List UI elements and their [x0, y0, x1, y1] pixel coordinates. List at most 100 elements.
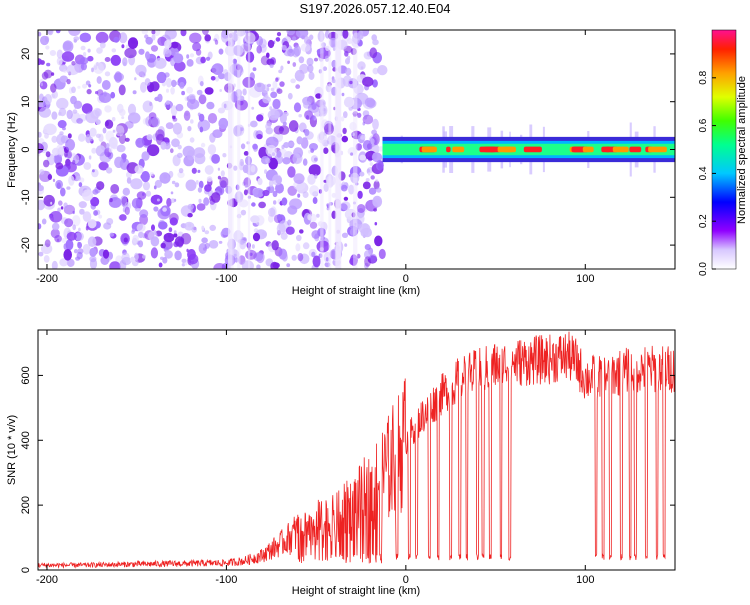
- noise-blob: [288, 120, 299, 132]
- noise-blob: [80, 45, 86, 51]
- snr-series-line: [38, 331, 675, 569]
- noise-blob: [156, 71, 167, 84]
- noise-blob: [278, 69, 283, 74]
- noise-blob: [343, 96, 355, 108]
- noise-blob: [341, 135, 348, 143]
- noise-blob: [270, 91, 278, 99]
- noise-blob: [93, 210, 98, 216]
- noise-blob: [38, 131, 42, 138]
- y-tick-label: 20: [20, 48, 32, 60]
- noise-blob: [142, 100, 154, 113]
- noise-blob: [189, 137, 195, 143]
- noise-blob: [55, 162, 64, 170]
- noise-blob: [110, 91, 116, 99]
- noise-blob: [268, 157, 279, 170]
- noise-blob: [273, 200, 277, 205]
- noise-blob: [307, 103, 320, 113]
- noise-blob: [73, 249, 79, 254]
- noise-streak: [335, 30, 342, 269]
- noise-blob: [168, 227, 173, 233]
- noise-blob: [170, 191, 174, 195]
- noise-blob: [38, 251, 44, 257]
- noise-blob: [368, 187, 377, 195]
- noise-blob: [62, 126, 66, 131]
- noise-blob: [357, 32, 364, 40]
- noise-blob: [345, 57, 350, 65]
- x-tick-label: 100: [576, 273, 594, 285]
- noise-blob: [189, 32, 202, 44]
- noise-blob: [149, 172, 154, 177]
- noise-blob: [159, 172, 171, 184]
- noise-blob: [66, 78, 71, 85]
- noise-blob: [132, 234, 139, 244]
- noise-blob: [197, 169, 201, 173]
- noise-blob: [45, 45, 50, 50]
- noise-blob: [51, 260, 58, 269]
- noise-blob: [373, 180, 380, 190]
- noise-blob: [342, 127, 347, 135]
- noise-blob: [141, 30, 148, 35]
- colorbar-gradient: [711, 29, 737, 270]
- noise-blob: [114, 71, 122, 83]
- noise-blob: [340, 116, 345, 122]
- noise-blob: [191, 167, 197, 174]
- noise-blob: [244, 184, 248, 189]
- noise-blob: [101, 80, 111, 90]
- noise-blob: [127, 103, 137, 116]
- noise-blob: [83, 162, 92, 170]
- noise-blob: [293, 102, 302, 113]
- noise-blob: [171, 138, 180, 148]
- noise-blob: [375, 159, 384, 171]
- noise-blob: [370, 138, 375, 145]
- noise-blob: [345, 67, 352, 76]
- noise-blob: [147, 58, 157, 68]
- noise-blob: [341, 232, 349, 238]
- colorbar-tick-label: 0.8: [698, 70, 709, 84]
- noise-blob: [368, 172, 371, 176]
- noise-blob: [200, 56, 206, 64]
- noise-blob: [105, 130, 115, 142]
- noise-blob: [286, 30, 296, 36]
- signal-core: [605, 146, 611, 153]
- noise-blob: [127, 37, 139, 49]
- noise-blob: [298, 56, 305, 64]
- noise-blob: [302, 158, 308, 166]
- noise-blob: [325, 45, 330, 51]
- noise-blob: [356, 253, 361, 259]
- noise-blob: [251, 244, 255, 249]
- noise-blob: [311, 251, 316, 258]
- noise-blob: [38, 143, 44, 154]
- noise-blob: [210, 76, 216, 81]
- noise-blob: [96, 76, 102, 84]
- noise-blob: [151, 34, 156, 41]
- spectrogram-x-ticks: -200 -100 0 100: [36, 30, 594, 285]
- noise-blob: [218, 240, 223, 244]
- noise-blob: [204, 184, 212, 192]
- noise-blob: [44, 93, 52, 105]
- noise-blob: [256, 264, 261, 269]
- noise-blob: [199, 81, 204, 87]
- noise-blob: [300, 137, 309, 149]
- noise-blob: [312, 255, 321, 268]
- noise-blob: [47, 174, 53, 180]
- noise-blob: [47, 30, 54, 36]
- noise-blob: [76, 118, 83, 124]
- noise-blob: [372, 67, 379, 75]
- noise-blob: [146, 134, 153, 141]
- noise-blob: [350, 152, 354, 156]
- noise-blob: [376, 187, 382, 193]
- noise-blob: [234, 30, 238, 34]
- noise-blob: [174, 61, 186, 72]
- noise-blob: [40, 35, 49, 46]
- noise-blob: [356, 204, 366, 213]
- noise-blob: [189, 53, 195, 58]
- noise-blob: [209, 224, 216, 231]
- noise-blob: [175, 103, 184, 112]
- noise-blob: [164, 39, 172, 49]
- noise-blob: [307, 214, 312, 221]
- noise-blob: [124, 121, 134, 129]
- noise-blob: [157, 93, 163, 103]
- colorbar-tick-label: 0.0: [698, 262, 709, 276]
- noise-blob: [160, 141, 167, 150]
- noise-blob: [298, 122, 307, 133]
